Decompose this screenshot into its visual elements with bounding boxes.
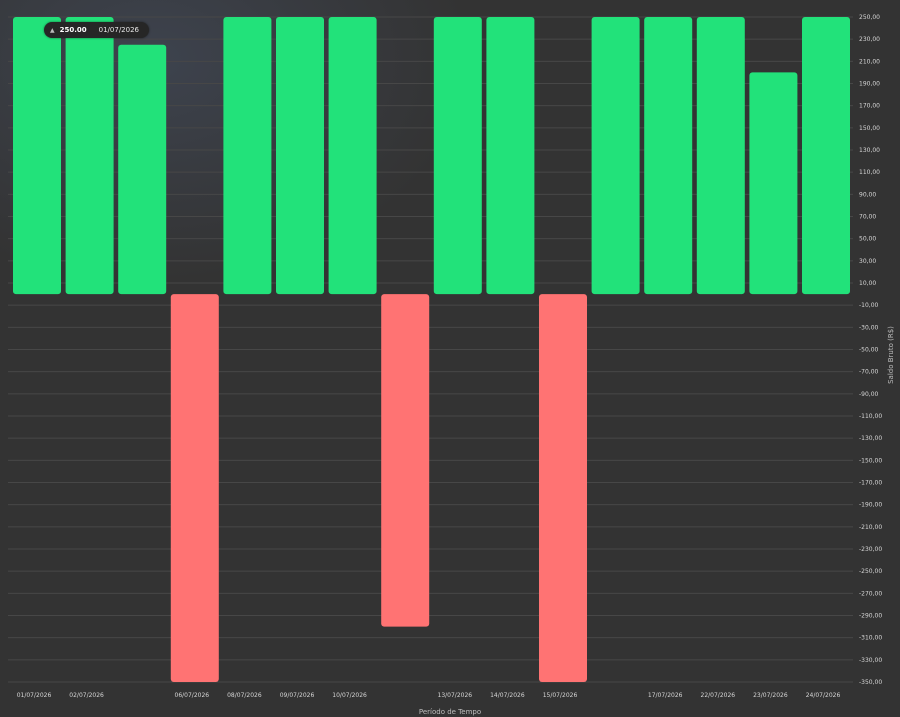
x-tick-label: 08/07/2026: [227, 692, 262, 699]
x-tick-label: 15/07/2026: [543, 692, 578, 699]
y-tick-label: 230,00: [859, 36, 880, 43]
y-tick-label: -50,00: [859, 347, 879, 354]
y-tick-label: 10,00: [859, 280, 876, 287]
x-tick-label: 24/07/2026: [806, 692, 841, 699]
y-tick-label: -150,00: [859, 457, 882, 464]
x-axis-title: Período de Tempo: [419, 708, 481, 716]
tooltip-value: 250.00: [59, 26, 87, 34]
x-tick-label: 10/07/2026: [332, 692, 367, 699]
y-tick-label: 30,00: [859, 258, 876, 265]
y-tick-label: 150,00: [859, 125, 880, 132]
y-tick-label: -210,00: [859, 524, 882, 531]
bar-08-07-2026[interactable]: [223, 17, 272, 295]
bar-24-07-2026[interactable]: [802, 17, 850, 295]
bar-22-07-2026[interactable]: [696, 17, 745, 295]
y-tick-label: -230,00: [859, 546, 882, 553]
y-tick-label: -90,00: [859, 391, 879, 398]
y-axis-ticks: 250,00 230,00 210,00 190,00 170,00 150,00 130,…: [859, 14, 882, 686]
bar-10-07-2026[interactable]: [328, 17, 377, 295]
y-tick-label: -290,00: [859, 613, 882, 620]
bars[interactable]: [13, 17, 850, 682]
bar-15-07-2026[interactable]: [539, 294, 587, 682]
caret-up-icon: ▲: [50, 26, 55, 34]
tooltip-date: 01/07/2026: [98, 26, 139, 34]
y-tick-label: -330,00: [859, 657, 882, 664]
y-tick-label: 250,00: [859, 14, 880, 21]
bar-09-07-2026[interactable]: [276, 17, 324, 295]
bar-11-07-2026[interactable]: [381, 294, 430, 627]
y-tick-label: -310,00: [859, 635, 882, 642]
x-tick-label: 13/07/2026: [438, 692, 473, 699]
bar-16-07-2026[interactable]: [591, 17, 640, 295]
y-tick-label: -350,00: [859, 679, 882, 686]
bar-14-07-2026[interactable]: [486, 17, 535, 295]
x-tick-label: 02/07/2026: [69, 692, 104, 699]
y-tick-label: -130,00: [859, 435, 882, 442]
y-tick-label: -70,00: [859, 369, 879, 376]
y-tick-label: -30,00: [859, 324, 879, 331]
y-tick-label: -190,00: [859, 502, 882, 509]
x-tick-label: 23/07/2026: [753, 692, 788, 699]
y-tick-label: 130,00: [859, 147, 880, 154]
y-tick-label: -250,00: [859, 568, 882, 575]
bar-03-07-2026[interactable]: [118, 44, 167, 295]
tooltip: ▲ 250.00 01/07/2026: [44, 22, 149, 38]
y-tick-label: 210,00: [859, 58, 880, 65]
x-tick-label: 22/07/2026: [701, 692, 736, 699]
y-tick-label: -170,00: [859, 480, 882, 487]
bar-01-07-2026[interactable]: [13, 17, 61, 295]
y-tick-label: 170,00: [859, 103, 880, 110]
x-tick-label: 17/07/2026: [648, 692, 683, 699]
y-tick-label: 50,00: [859, 236, 876, 243]
y-tick-label: -110,00: [859, 413, 882, 420]
x-tick-label: 09/07/2026: [280, 692, 315, 699]
y-tick-label: -270,00: [859, 590, 882, 597]
y-axis-title: Saldo Bruto (R$): [887, 326, 895, 384]
x-axis-ticks: 01/07/2026 02/07/2026 06/07/2026 08/07/2026…: [17, 692, 841, 699]
bar-06-07-2026[interactable]: [170, 294, 219, 682]
bar-23-07-2026[interactable]: [749, 72, 798, 295]
x-tick-label: 06/07/2026: [175, 692, 210, 699]
y-tick-label: 90,00: [859, 191, 876, 198]
x-tick-label: 14/07/2026: [490, 692, 525, 699]
y-tick-label: 110,00: [859, 169, 880, 176]
y-tick-label: -10,00: [859, 302, 879, 309]
bar-13-07-2026[interactable]: [433, 17, 482, 295]
y-tick-label: 70,00: [859, 214, 876, 221]
bar-02-07-2026[interactable]: [65, 17, 114, 295]
y-tick-label: 190,00: [859, 81, 880, 88]
x-tick-label: 01/07/2026: [17, 692, 52, 699]
bar-17-07-2026[interactable]: [644, 17, 693, 295]
